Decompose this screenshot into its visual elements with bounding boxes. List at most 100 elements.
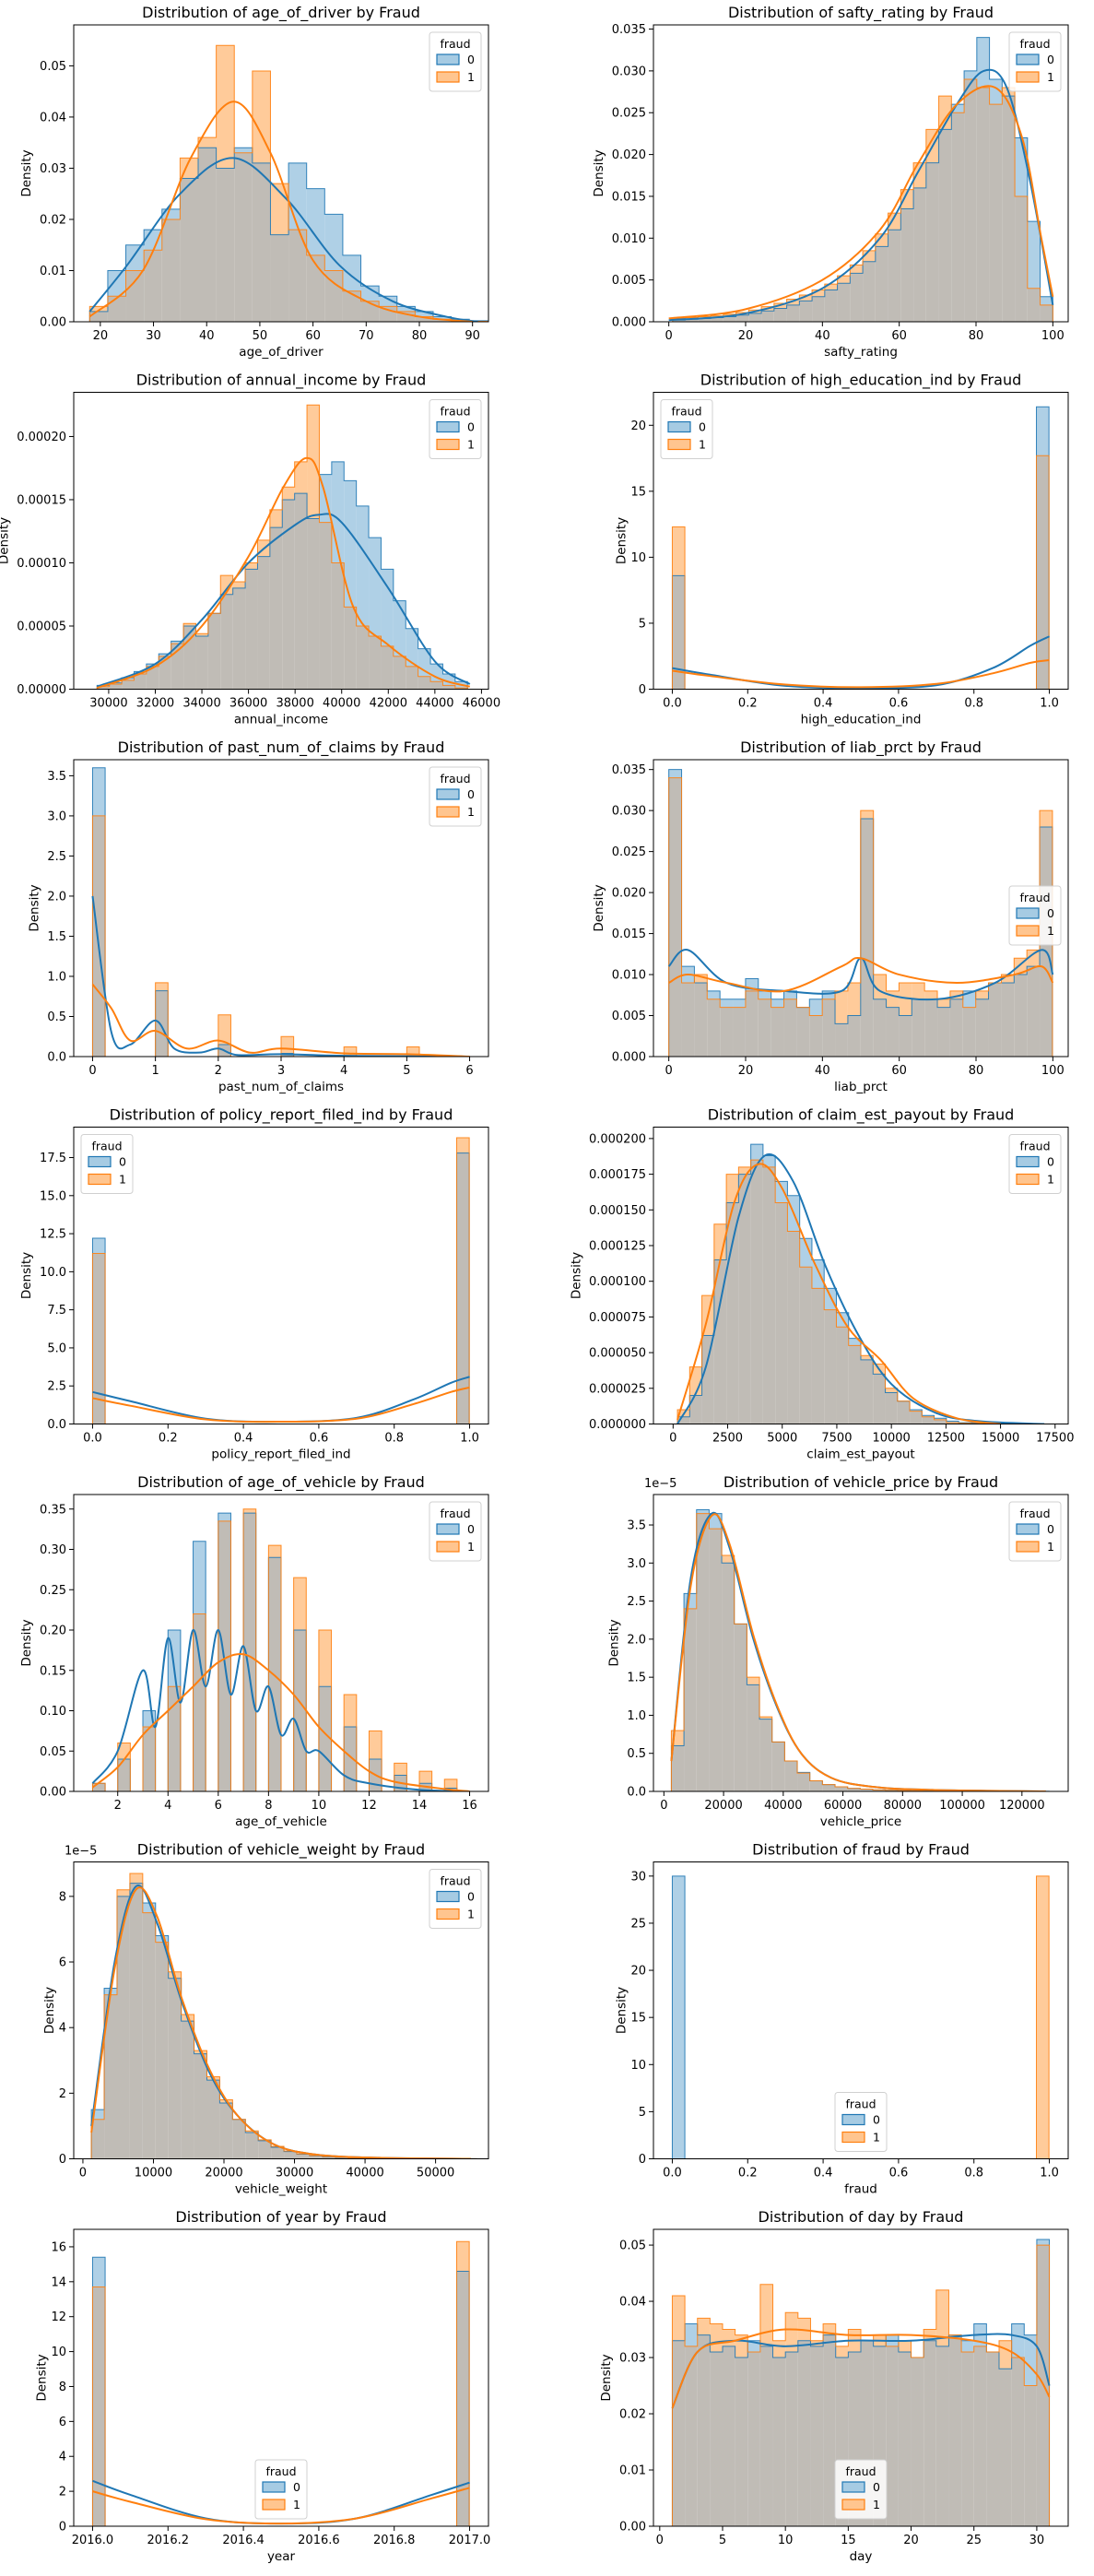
- hist-bar-overlap: [835, 1023, 848, 1057]
- y-tick-label: 1.0: [47, 970, 66, 984]
- hist-bar-fraud-1: [243, 1509, 256, 1513]
- y-tick-label: 0.000050: [589, 1347, 646, 1361]
- y-tick-label: 0.02: [619, 2408, 646, 2422]
- y-tick-label: 4: [59, 2022, 66, 2036]
- x-tick-label: 32000: [136, 697, 174, 711]
- legend-label: 1: [467, 1908, 475, 1921]
- hist-bar-overlap: [760, 2346, 773, 2526]
- hist-step-fraud-0: [92, 1153, 469, 1424]
- y-tick-label: 0.0: [627, 1786, 646, 1800]
- y-tick-label: 0.00015: [17, 493, 66, 507]
- hist-bar-fraud-1: [419, 1771, 432, 1783]
- hist-bar-fraud-1: [672, 526, 685, 575]
- legend-swatch-fraud-0: [1017, 1157, 1039, 1167]
- legend-title: fraud: [671, 405, 701, 419]
- hist-bar-fraud-1: [457, 2241, 470, 2271]
- hist-bar-overlap: [823, 2335, 836, 2526]
- hist-bar-overlap: [694, 983, 707, 1057]
- legend-label: 0: [1047, 906, 1054, 920]
- hist-bar-overlap: [232, 2120, 245, 2159]
- hist-bar-overlap: [873, 1374, 885, 1424]
- hist-bar-fraud-1: [861, 810, 874, 819]
- y-tick-label: 0.035: [612, 23, 646, 37]
- legend-title: fraud: [1019, 37, 1050, 51]
- y-scale-label: 1e−5: [644, 1477, 676, 1491]
- y-tick-label: 0.15: [40, 1664, 66, 1678]
- x-tick-label: 60000: [824, 1799, 862, 1813]
- hist-bar-overlap: [709, 1529, 722, 1791]
- x-axis-label: annual_income: [234, 713, 328, 727]
- hist-bar-fraud-0: [1037, 407, 1050, 455]
- hist-step-fraud-1: [92, 816, 469, 1057]
- hist-bar-overlap: [800, 1267, 812, 1424]
- hist-bar-overlap: [822, 1785, 835, 1791]
- hist-bar-overlap: [394, 656, 406, 690]
- hist-bar-fraud-0: [759, 991, 771, 999]
- hist-bar-overlap: [144, 250, 162, 322]
- y-axis-label: Density: [615, 1987, 629, 2034]
- legend-title: fraud: [1019, 1507, 1050, 1520]
- hist-bar-overlap: [92, 1783, 105, 1791]
- hist-bar-overlap: [91, 2120, 104, 2159]
- x-tick-label: 10000: [872, 1432, 910, 1446]
- y-tick-label: 0.005: [612, 1010, 646, 1023]
- hist-bar-overlap: [785, 2352, 798, 2526]
- y-axis-label: Density: [35, 2354, 50, 2401]
- hist-bar-fraud-1: [270, 510, 282, 527]
- x-tick-label: 1.0: [1040, 697, 1059, 711]
- hist-bar-fraud-0: [1015, 137, 1028, 195]
- hist-bar-overlap: [746, 991, 759, 1057]
- hist-bar-overlap: [307, 519, 319, 690]
- legend-swatch-fraud-0: [88, 1157, 111, 1167]
- hist-bar-fraud-0: [707, 991, 720, 999]
- hist-bar-overlap: [787, 305, 800, 322]
- hist-bar-overlap: [702, 1336, 714, 1424]
- chart-title: Distribution of day by Fraud: [759, 2208, 964, 2226]
- hist-bar-fraud-1: [773, 2341, 786, 2357]
- x-tick-label: 0.2: [159, 1432, 178, 1446]
- hist-bar-overlap: [876, 246, 888, 322]
- hist-bar-fraud-1: [156, 983, 169, 991]
- hist-bar-overlap: [253, 163, 271, 322]
- axes-frame: [74, 1128, 488, 1424]
- hist-bar-overlap: [162, 219, 181, 322]
- y-tick-label: 0.04: [40, 111, 66, 124]
- hist-bar-overlap: [825, 290, 838, 322]
- hist-bar-overlap: [723, 2346, 735, 2526]
- hist-bar-fraud-0: [394, 601, 406, 656]
- hist-bar-overlap: [271, 2147, 284, 2158]
- legend-swatch-fraud-1: [1017, 926, 1039, 936]
- hist-bar-overlap: [319, 523, 331, 690]
- y-tick-label: 0.010: [612, 969, 646, 983]
- x-tick-label: 6: [215, 1799, 222, 1813]
- legend-title: fraud: [440, 1874, 470, 1888]
- hist-bar-overlap: [195, 636, 207, 690]
- hist-bar-overlap: [268, 1557, 281, 1791]
- legend-label: 1: [1047, 1173, 1054, 1187]
- hist-bar-fraud-1: [848, 983, 861, 1016]
- hist-bar-fraud-1: [282, 487, 294, 500]
- kde-line-fraud-1: [92, 1388, 469, 1422]
- legend-label: 0: [699, 420, 706, 434]
- x-tick-label: 15000: [982, 1432, 1019, 1446]
- y-axis-label: Density: [615, 517, 629, 564]
- y-tick-label: 16: [51, 2240, 66, 2254]
- legend-label: 1: [467, 438, 475, 452]
- x-tick-label: 0.2: [738, 697, 758, 711]
- x-axis-label: fraud: [844, 2182, 877, 2197]
- x-tick-label: 30000: [89, 697, 127, 711]
- legend-swatch-fraud-1: [437, 72, 459, 82]
- hist-bar-fraud-1: [672, 2296, 685, 2341]
- plot-area: [92, 768, 469, 1057]
- x-tick-label: 17500: [1036, 1432, 1074, 1446]
- hist-bar-overlap: [92, 816, 105, 1057]
- y-tick-label: 0.20: [40, 1625, 66, 1638]
- hist-bar-overlap: [92, 2287, 105, 2526]
- x-tick-label: 4: [164, 1799, 171, 1813]
- legend-swatch-fraud-1: [437, 1909, 459, 1920]
